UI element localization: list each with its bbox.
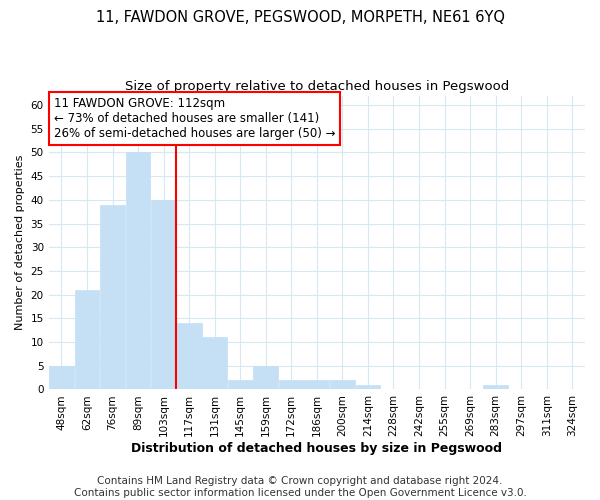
Bar [177,323,202,390]
Bar [356,384,380,390]
Bar [74,290,100,390]
Bar [125,152,151,390]
Title: Size of property relative to detached houses in Pegswood: Size of property relative to detached ho… [125,80,509,93]
Text: Contains HM Land Registry data © Crown copyright and database right 2024.
Contai: Contains HM Land Registry data © Crown c… [74,476,526,498]
Bar [228,380,253,390]
Bar [279,380,304,390]
Bar [330,380,355,390]
Bar [253,366,278,390]
Bar [483,384,508,390]
Bar [202,338,227,390]
Bar [304,380,329,390]
Bar [151,200,176,390]
Text: 11, FAWDON GROVE, PEGSWOOD, MORPETH, NE61 6YQ: 11, FAWDON GROVE, PEGSWOOD, MORPETH, NE6… [95,10,505,25]
X-axis label: Distribution of detached houses by size in Pegswood: Distribution of detached houses by size … [131,442,502,455]
Bar [100,204,125,390]
Bar [49,366,74,390]
Y-axis label: Number of detached properties: Number of detached properties [15,155,25,330]
Text: 11 FAWDON GROVE: 112sqm
← 73% of detached houses are smaller (141)
26% of semi-d: 11 FAWDON GROVE: 112sqm ← 73% of detache… [54,97,335,140]
